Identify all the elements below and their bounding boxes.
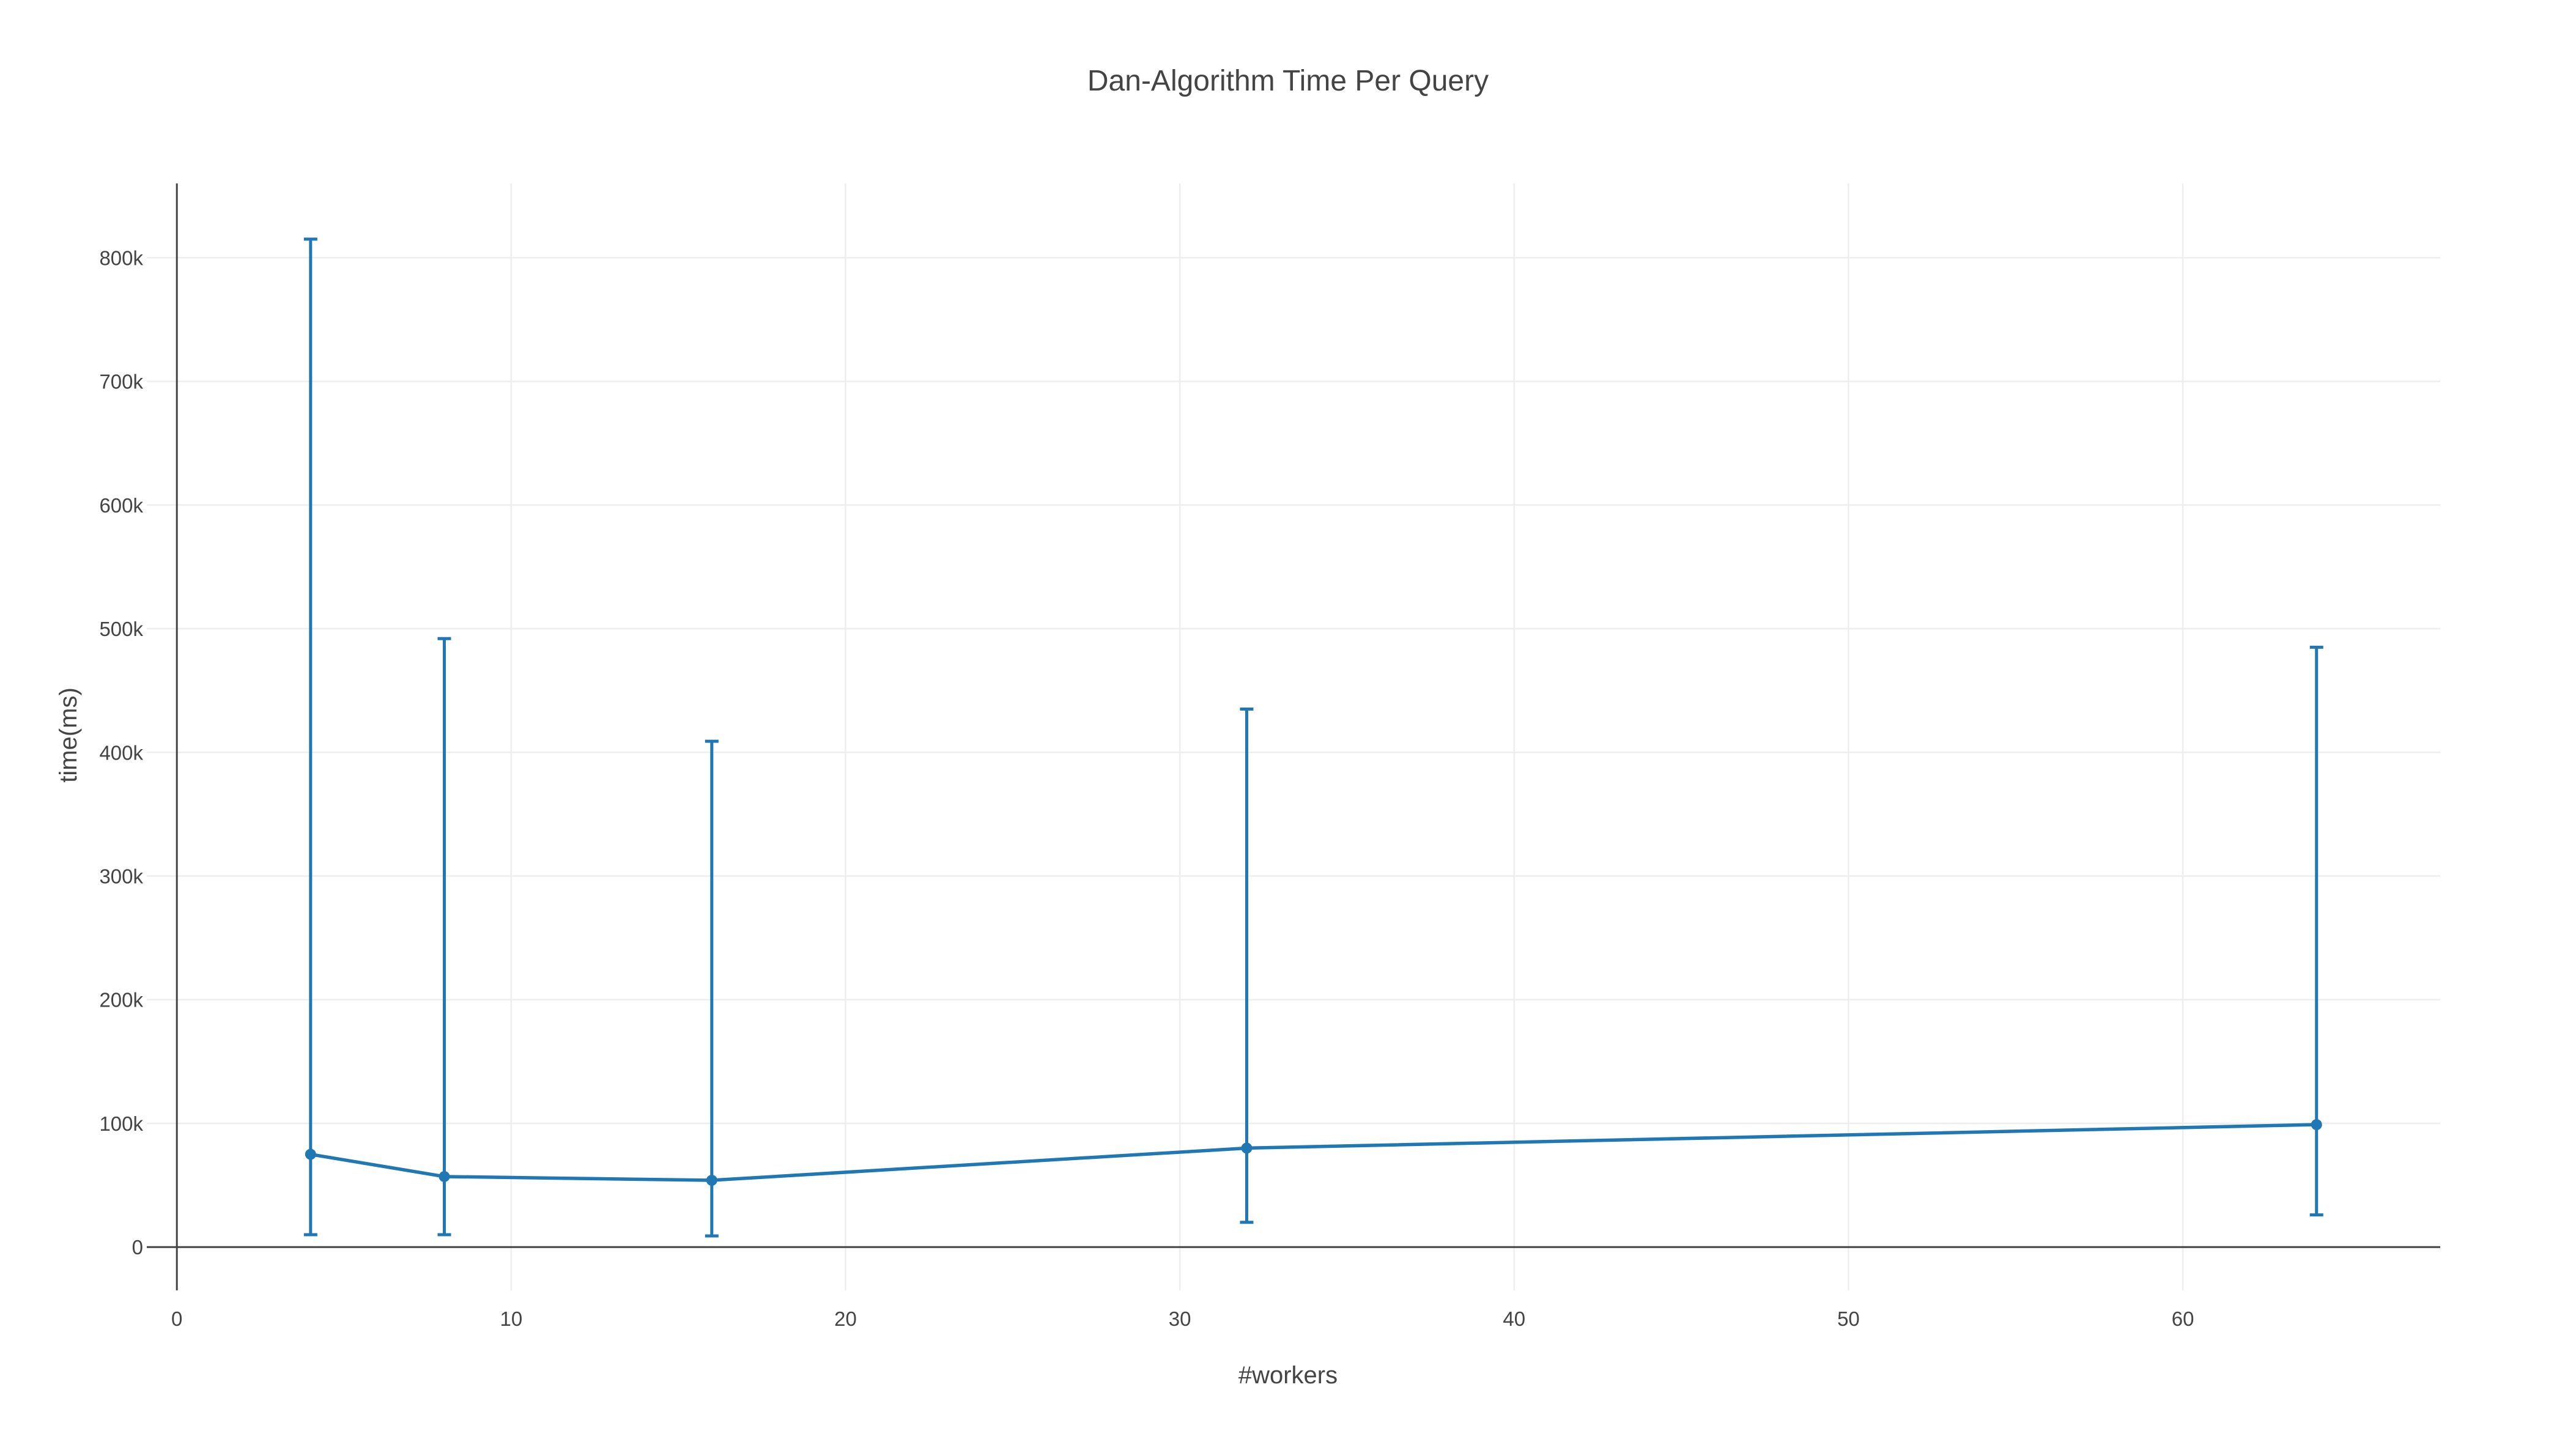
x-tick-label: 40 — [1503, 1307, 1525, 1330]
data-point — [305, 1148, 316, 1160]
x-tick-label: 30 — [1169, 1307, 1191, 1330]
y-tick-label: 700k — [99, 371, 143, 393]
y-tick-label: 200k — [99, 989, 143, 1011]
x-tick-label: 10 — [500, 1307, 522, 1330]
error-bars — [303, 237, 2323, 1238]
x-tick-label: 50 — [1837, 1307, 1860, 1330]
x-gridlines — [510, 183, 2184, 1290]
y-tick-label: 600k — [99, 494, 143, 517]
y-axis-title: time(ms) — [55, 687, 82, 783]
chart-title: Dan-Algorithm Time Per Query — [1087, 65, 1489, 97]
y-tick-label: 400k — [99, 741, 143, 764]
data-point — [1241, 1142, 1253, 1154]
y-tick-label: 100k — [99, 1112, 143, 1135]
y-tick-label: 800k — [99, 246, 143, 269]
y-tick-labels: 0 100k 200k 300k 400k 500k 600k 700k 800k — [99, 246, 143, 1259]
axes — [147, 183, 2440, 1290]
x-axis-title: #workers — [1238, 1362, 1338, 1389]
data-points — [305, 1119, 2322, 1186]
x-tick-label: 20 — [834, 1307, 857, 1330]
data-point — [2311, 1119, 2322, 1131]
y-tick-label: 500k — [99, 618, 143, 640]
data-point — [439, 1170, 450, 1182]
y-tick-label: 300k — [99, 865, 143, 888]
y-gridlines — [147, 257, 2440, 1125]
x-tick-label: 0 — [171, 1307, 182, 1330]
series-line — [310, 1123, 2317, 1182]
y-tick-label: 0 — [132, 1236, 143, 1259]
data-point — [706, 1175, 717, 1186]
x-tick-label: 60 — [2172, 1307, 2194, 1330]
series — [310, 1123, 2317, 1182]
x-tick-labels: 0 10 20 30 40 50 60 — [171, 1307, 2194, 1330]
